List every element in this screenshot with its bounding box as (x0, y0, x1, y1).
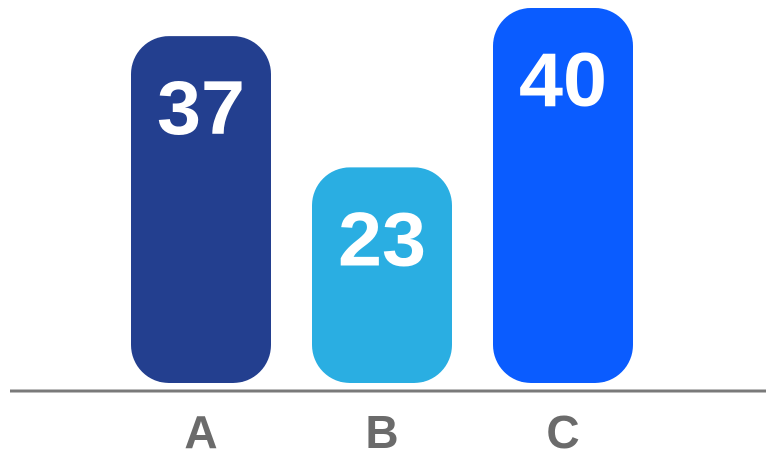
bar-c (493, 8, 633, 383)
bar-b (312, 167, 452, 383)
bars: 37 23 40 (131, 8, 633, 383)
value-label-c: 40 (519, 38, 607, 123)
value-label-a: 37 (157, 66, 245, 151)
category-label-a: A (184, 406, 217, 457)
bar-a (131, 36, 271, 383)
category-label-c: C (546, 406, 579, 457)
value-label-b: 23 (338, 197, 426, 282)
category-labels: A B C (184, 406, 579, 457)
category-label-b: B (365, 406, 398, 457)
